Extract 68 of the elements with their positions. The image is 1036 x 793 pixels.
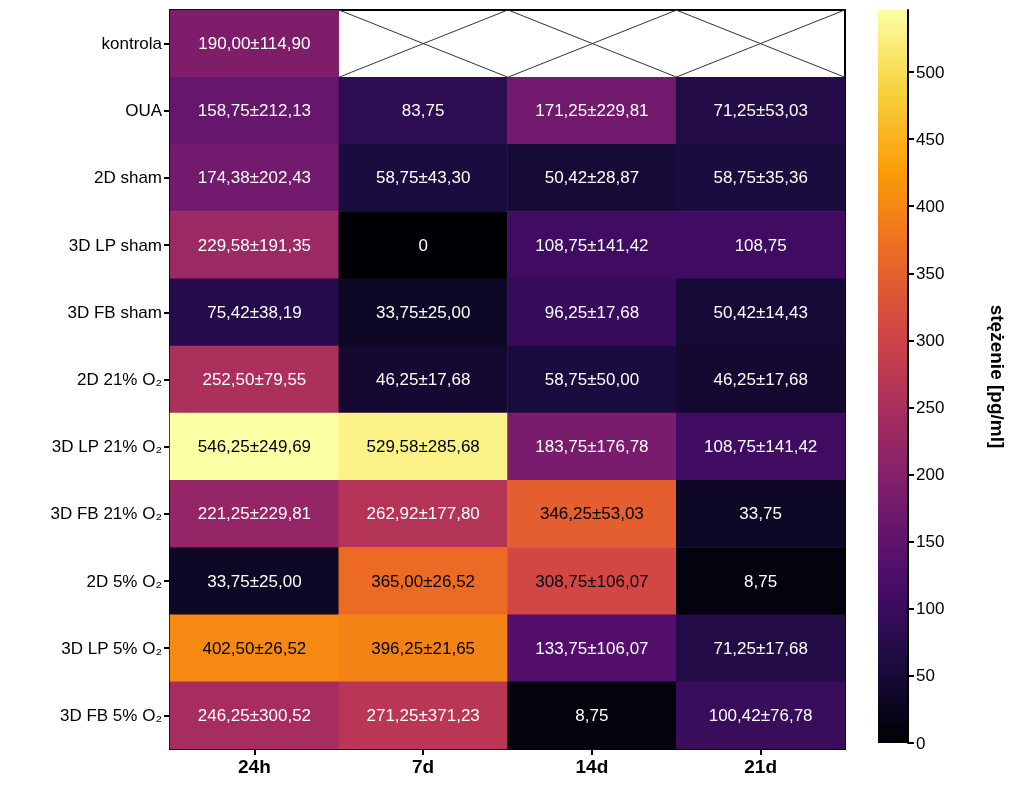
data-label: 108,75 bbox=[734, 235, 787, 255]
data-label: 50,42±14,43 bbox=[713, 302, 808, 322]
data-label: 96,25±17,68 bbox=[544, 302, 640, 322]
y-tick-label: 3D FB 5% O₂ bbox=[59, 705, 162, 725]
data-label: 174,38±202,43 bbox=[197, 168, 312, 188]
data-label: 108,75±141,42 bbox=[703, 437, 818, 457]
x-tick-label: 7d bbox=[412, 756, 435, 777]
data-label: 546,25±249,69 bbox=[197, 437, 312, 457]
data-label: 262,92±177,80 bbox=[366, 504, 480, 524]
data-label: 75,42±38,19 bbox=[207, 302, 302, 322]
y-tick-label: OUA bbox=[125, 101, 163, 121]
data-label: 58,75±43,30 bbox=[375, 168, 471, 188]
data-label: 46,25±17,68 bbox=[713, 370, 808, 389]
y-tick-label: 3D LP 5% O₂ bbox=[61, 638, 162, 658]
x-tick-label: 24h bbox=[238, 756, 271, 777]
data-label: 83,75 bbox=[401, 101, 445, 121]
color-bar-title: stężenie [pg/ml] bbox=[987, 304, 1008, 449]
data-label: 33,75 bbox=[739, 504, 782, 524]
color-bar-label: 450 bbox=[916, 129, 945, 149]
data-label: 100,42±76,78 bbox=[708, 705, 813, 725]
data-label: 246,25±300,52 bbox=[197, 705, 312, 725]
color-bar-label: 100 bbox=[916, 599, 945, 619]
data-label: 308,75±106,07 bbox=[535, 571, 649, 591]
y-tick-label: 2D 5% O₂ bbox=[86, 571, 162, 591]
data-label: 8,75 bbox=[744, 571, 778, 591]
color-bar-label: 400 bbox=[916, 196, 945, 216]
color-bar-label: 500 bbox=[916, 62, 945, 82]
color-bar-label: 250 bbox=[916, 398, 945, 418]
data-label: 33,75±25,00 bbox=[207, 571, 302, 591]
data-label: 346,25±53,03 bbox=[539, 504, 644, 524]
y-tick-label: 2D sham bbox=[93, 168, 162, 188]
data-label: 46,25±17,68 bbox=[375, 370, 471, 389]
data-label: 229,58±191,35 bbox=[197, 235, 312, 255]
color-bar-label: 50 bbox=[916, 666, 935, 686]
data-label: 8,75 bbox=[575, 705, 609, 725]
y-tick-label: 3D LP sham bbox=[68, 235, 162, 255]
y-tick-label: 3D FB sham bbox=[67, 302, 162, 322]
data-label: 171,25±229,81 bbox=[535, 101, 649, 121]
color-bar-label: 150 bbox=[916, 532, 945, 552]
data-label: 396,25±21,65 bbox=[371, 638, 476, 658]
y-tick-label: 3D LP 21% O₂ bbox=[51, 437, 162, 457]
data-label: 183,75±176,78 bbox=[535, 437, 649, 457]
data-label: 271,25±371,23 bbox=[366, 705, 480, 725]
x-tick-label: 14d bbox=[575, 756, 609, 777]
data-label: 58,75±50,00 bbox=[544, 370, 640, 389]
data-label: 529,58±285,68 bbox=[366, 437, 480, 457]
data-label: 71,25±53,03 bbox=[713, 101, 808, 121]
y-tick-label: 2D 21% O₂ bbox=[76, 370, 162, 389]
y-tick-label: kontrola bbox=[101, 34, 163, 54]
data-label: 190,00±114,90 bbox=[198, 34, 311, 54]
data-label: 71,25±17,68 bbox=[713, 638, 808, 658]
data-label: 108,75±141,42 bbox=[535, 235, 649, 255]
data-label: 252,50±79,55 bbox=[202, 370, 307, 389]
data-label: 158,75±212,13 bbox=[197, 101, 312, 121]
data-label: 50,42±28,87 bbox=[544, 168, 640, 188]
color-bar-label: 300 bbox=[916, 330, 945, 350]
color-bar-label: 0 bbox=[916, 733, 926, 753]
data-label: 402,50±26,52 bbox=[202, 638, 307, 658]
color-bar-label: 350 bbox=[916, 263, 945, 283]
data-label: 221,25±229,81 bbox=[197, 504, 312, 524]
data-label: 365,00±26,52 bbox=[371, 571, 476, 591]
data-label: 58,75±35,36 bbox=[713, 168, 808, 188]
data-label: 0 bbox=[418, 235, 428, 255]
data-label: 33,75±25,00 bbox=[375, 302, 471, 322]
y-tick-label: 3D FB 21% O₂ bbox=[50, 504, 162, 524]
color-bar-label: 200 bbox=[916, 465, 945, 485]
x-tick-label: 21d bbox=[744, 756, 777, 777]
data-label: 133,75±106,07 bbox=[535, 638, 649, 658]
